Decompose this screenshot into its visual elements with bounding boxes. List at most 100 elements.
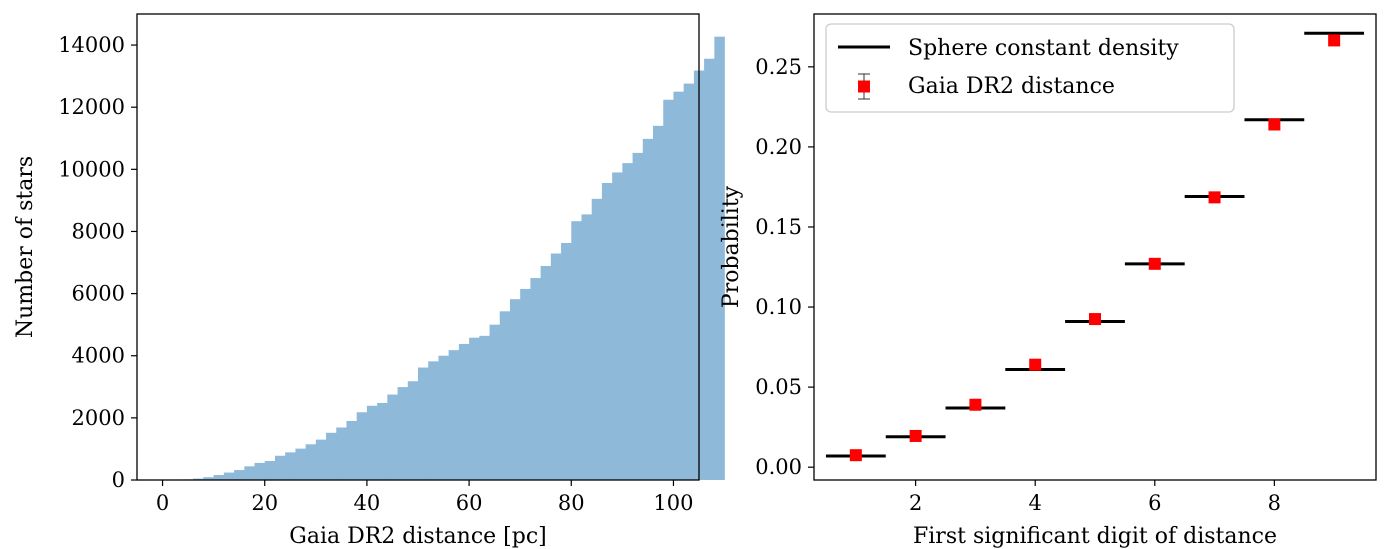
histogram-x-tick-label: 100 <box>653 491 693 515</box>
histogram-bar <box>274 455 286 480</box>
histogram-bar <box>561 242 572 480</box>
gaia-dr2-point <box>1148 257 1161 270</box>
histogram-x-tick-label: 0 <box>156 491 169 515</box>
probability-x-tick-label: 8 <box>1268 491 1281 515</box>
histogram-bar <box>530 278 541 480</box>
probability-y-tick-label: 0.05 <box>755 375 802 399</box>
probability-y-tick-label: 0.15 <box>755 215 802 239</box>
probability-y-axis-label: Probability <box>719 185 744 308</box>
probability-x-tick-label: 6 <box>1148 491 1161 515</box>
histogram-bar <box>356 412 368 480</box>
histogram-bar <box>612 172 623 480</box>
histogram-bar <box>244 466 255 480</box>
probability-axes-frame <box>813 13 1377 481</box>
probability-y-tick-label: 0.10 <box>755 295 802 319</box>
histogram-y-tick-label: 8000 <box>72 219 125 243</box>
histogram-bar <box>642 138 654 480</box>
histogram-bar <box>663 99 674 480</box>
histogram-bar <box>295 448 306 480</box>
histogram-bar <box>469 337 480 480</box>
legend-box <box>825 23 1235 113</box>
histogram-x-tick-label: 40 <box>354 491 381 515</box>
histogram-bar <box>234 470 245 480</box>
probability-y-tick-label: 0.00 <box>755 455 802 479</box>
legend-marker-sample <box>858 73 870 100</box>
histogram-x-ticks: 0 20 40 60 80 100 <box>156 480 694 515</box>
histogram-bars <box>172 36 725 481</box>
histogram-bar <box>458 343 470 480</box>
histogram-bar <box>550 253 562 480</box>
histogram-bar <box>203 477 214 480</box>
histogram-bar <box>428 361 439 480</box>
histogram-bar <box>622 163 633 480</box>
histogram-bar <box>387 394 398 480</box>
histogram-y-tick-label: 12000 <box>58 95 125 119</box>
histogram-bar <box>479 335 490 480</box>
gaia-dr2-point <box>849 449 862 462</box>
histogram-bar <box>520 288 531 480</box>
histogram-bar <box>601 183 613 480</box>
histogram-y-axis-label: Number of stars <box>13 156 38 338</box>
gaia-dr2-point <box>1029 358 1042 371</box>
histogram-y-tick-label: 2000 <box>72 406 125 430</box>
histogram-bar <box>571 221 582 480</box>
histogram-x-tick-label: 80 <box>558 491 585 515</box>
histogram-bar <box>704 58 715 481</box>
histogram-bar <box>448 350 460 480</box>
probability-y-ticks: 0.00 0.05 0.10 0.15 0.20 0.25 <box>755 55 814 479</box>
histogram-bar <box>714 36 725 481</box>
probability-panel: 2 4 6 8 0.00 0.05 0.10 0.15 0.20 0.25 First sign… <box>719 13 1377 549</box>
histogram-bar <box>499 311 511 480</box>
histogram-y-tick-label: 6000 <box>72 282 125 306</box>
probability-x-tick-label: 2 <box>909 491 922 515</box>
probability-y-tick-label: 0.25 <box>755 55 802 79</box>
gaia-dr2-points <box>849 34 1341 462</box>
gaia-dr2-point <box>1208 191 1221 204</box>
histogram-bar <box>223 472 235 480</box>
histogram-x-axis-label: Gaia DR2 distance [pc] <box>289 524 546 549</box>
histogram-panel: 0 20 40 60 80 100 0 2000 4000 6000 8000 10000 12000… <box>13 13 725 549</box>
histogram-bar <box>540 265 552 480</box>
probability-x-ticks: 2 4 6 8 <box>909 480 1281 515</box>
probability-y-tick-label: 0.20 <box>755 135 802 159</box>
histogram-bar <box>632 152 644 481</box>
histogram-bar <box>264 461 276 480</box>
histogram-y-tick-label: 14000 <box>58 33 125 57</box>
legend-label-gaia: Gaia DR2 distance <box>908 74 1115 99</box>
histogram-axes-frame <box>136 13 700 481</box>
gaia-dr2-point <box>1268 118 1281 131</box>
histogram-bar <box>326 432 337 480</box>
histogram-y-tick-label: 0 <box>112 468 125 492</box>
histogram-y-ticks: 0 2000 4000 6000 8000 10000 12000 14000 <box>58 33 137 492</box>
histogram-bar <box>377 402 388 480</box>
histogram-bar <box>315 439 327 480</box>
histogram-bar <box>366 405 378 480</box>
legend-label-sphere: Sphere constant density <box>908 36 1179 61</box>
histogram-bar <box>285 452 296 480</box>
probability-x-axis-label: First significant digit of distance <box>913 524 1277 549</box>
histogram-bar <box>591 198 603 480</box>
histogram-bar <box>673 91 684 481</box>
histogram-bar <box>683 83 695 481</box>
probability-x-tick-label: 4 <box>1029 491 1042 515</box>
histogram-bar <box>254 462 266 480</box>
histogram-bar <box>346 420 357 480</box>
histogram-y-tick-label: 10000 <box>58 157 125 181</box>
histogram-bar <box>397 387 409 480</box>
gaia-dr2-point <box>969 398 982 411</box>
histogram-bar <box>653 125 664 480</box>
gaia-dr2-point <box>1089 313 1101 326</box>
histogram-bar <box>336 427 347 480</box>
histogram-bar <box>305 444 317 480</box>
histogram-y-tick-label: 4000 <box>72 344 125 368</box>
histogram-bar <box>509 299 521 480</box>
gaia-dr2-point <box>909 429 922 442</box>
histogram-bar <box>418 367 429 480</box>
gaia-dr2-point <box>1328 34 1341 47</box>
histogram-bar <box>407 381 419 480</box>
histogram-bar <box>438 355 449 480</box>
legend: Sphere constant density Gaia DR2 distanc… <box>825 23 1235 113</box>
histogram-x-tick-label: 60 <box>456 491 483 515</box>
histogram-bar <box>193 478 204 480</box>
